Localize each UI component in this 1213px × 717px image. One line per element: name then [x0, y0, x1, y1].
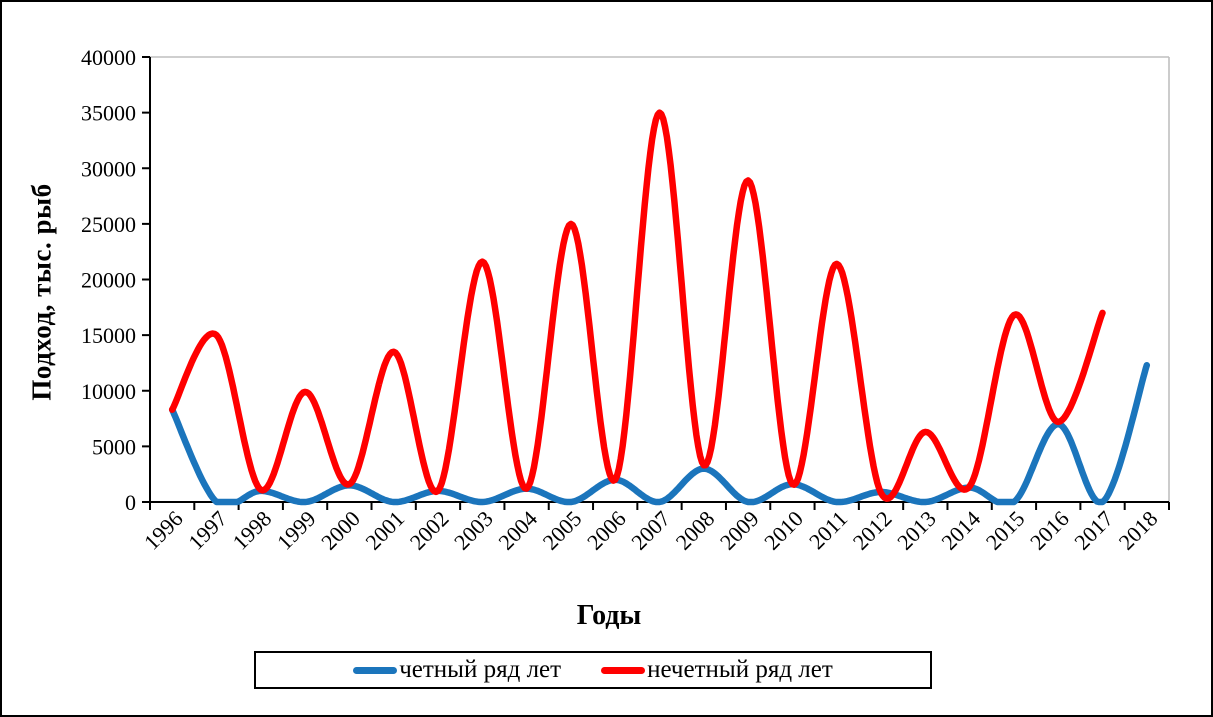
y-axis-tick-label: 40000 — [81, 45, 136, 70]
y-axis-tick-label: 0 — [125, 490, 136, 515]
x-axis-tick-label: 2013 — [892, 506, 941, 555]
y-axis-tick-label: 35000 — [81, 101, 136, 126]
x-axis-tick-label: 1997 — [183, 506, 232, 555]
x-axis-tick-label: 2001 — [360, 506, 409, 555]
y-axis-tick-label: 20000 — [81, 268, 136, 293]
x-axis-tick-label: 2015 — [981, 506, 1030, 555]
x-axis-tick-label: 2007 — [626, 506, 675, 555]
x-axis-tick-label: 2011 — [804, 506, 852, 554]
x-axis-tick-label: 2017 — [1069, 506, 1118, 555]
legend-entry-odd-years: нечетный ряд лет — [601, 656, 833, 684]
legend-label-odd-years: нечетный ряд лет — [647, 656, 833, 683]
x-axis-tick-label: 2014 — [936, 506, 985, 555]
x-axis-tick-label: 2006 — [582, 506, 631, 555]
x-axis-tick-label: 1999 — [272, 506, 321, 555]
legend: четный ряд лет нечетный ряд лет — [254, 651, 932, 689]
x-axis-tick-label: 2003 — [449, 506, 498, 555]
x-axis-tick-label: 2010 — [759, 506, 808, 555]
x-axis-tick-label: 2005 — [538, 506, 587, 555]
x-axis-title: Годы — [576, 600, 642, 631]
x-axis-tick-label: 2008 — [671, 506, 720, 555]
even-series-line-swatch — [353, 666, 398, 674]
x-axis-tick-label: 2018 — [1114, 506, 1163, 555]
odd-series-line-swatch — [601, 666, 646, 674]
x-axis-tick-label: 2016 — [1025, 506, 1074, 555]
legend-entry-even-years: четный ряд лет — [353, 656, 561, 684]
x-axis-tick-label: 2002 — [405, 506, 454, 555]
y-axis-tick-label: 25000 — [81, 212, 136, 237]
y-axis-tick-label: 5000 — [92, 434, 136, 459]
legend-label-even-years: четный ряд лет — [399, 656, 562, 683]
y-axis-tick-label: 10000 — [81, 379, 136, 404]
even-years-series-line — [168, 361, 1151, 506]
x-axis-tick-label: 1998 — [228, 506, 277, 555]
x-axis-tick-label: 2009 — [715, 506, 764, 555]
y-axis-tick-label: 15000 — [81, 323, 136, 348]
x-axis-tick-label: 2012 — [848, 506, 897, 555]
x-axis-tick-label: 2000 — [316, 506, 365, 555]
odd-years-series-line — [168, 109, 1106, 502]
y-axis-tick-label: 30000 — [81, 156, 136, 181]
x-axis-tick-label: 2004 — [493, 506, 542, 555]
y-axis-title: Подход, тыс. рыб — [26, 183, 57, 401]
x-axis-tick-label: 1996 — [139, 506, 188, 555]
